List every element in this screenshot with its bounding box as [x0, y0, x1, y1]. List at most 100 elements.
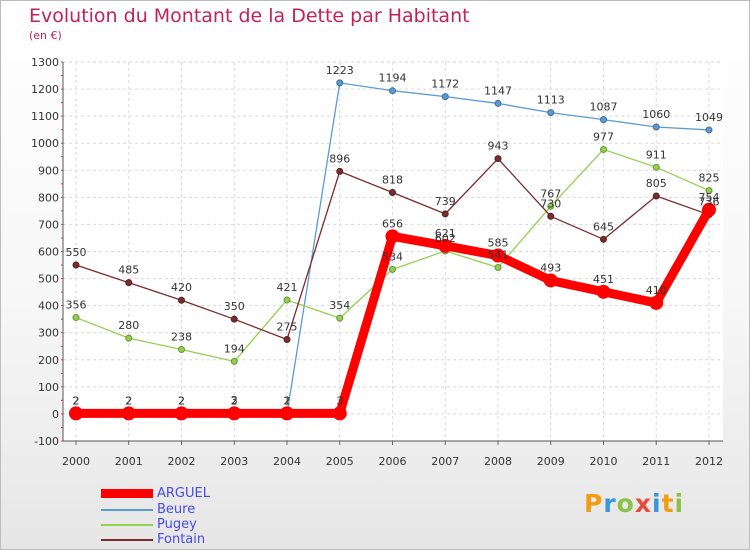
data-point-arguel — [596, 284, 611, 299]
y-tick-label: 700 — [38, 218, 59, 231]
data-label-beure: 1194 — [379, 72, 407, 85]
data-point-arguel — [121, 406, 136, 421]
data-label-arguel: 621 — [435, 227, 456, 240]
data-point-fontain — [230, 315, 238, 323]
data-label-pugey: 534 — [382, 250, 403, 263]
data-label-fontain: 730 — [540, 197, 561, 210]
data-label-beure: 1223 — [326, 64, 354, 77]
data-point-pugey — [125, 334, 133, 342]
x-tick-label: 2011 — [642, 455, 670, 468]
x-tick-label: 2010 — [590, 455, 618, 468]
y-tick-label: 300 — [38, 327, 59, 340]
data-label-pugey: 238 — [171, 330, 192, 343]
data-label-beure: 1087 — [590, 101, 618, 114]
data-label-beure: 1113 — [537, 94, 565, 107]
data-point-pugey — [389, 265, 396, 273]
data-label-arguel: 656 — [382, 217, 403, 230]
y-tick-label: 100 — [38, 381, 59, 394]
legend-label-beure: Beure — [157, 502, 196, 517]
y-tick-label: 800 — [38, 191, 59, 204]
logo-letter: o — [616, 489, 635, 518]
data-label-fontain: 818 — [382, 173, 403, 186]
y-tick-label: 200 — [38, 354, 59, 367]
data-label-pugey: 354 — [329, 299, 350, 312]
data-point-pugey — [283, 296, 291, 304]
data-label-fontain: 943 — [488, 140, 509, 153]
data-label-fontain: 645 — [593, 220, 614, 233]
data-label-pugey: 767 — [540, 187, 561, 200]
y-tick-label: 500 — [38, 273, 59, 286]
logo-letter: P — [584, 489, 604, 518]
x-tick-label: 2004 — [273, 455, 301, 468]
data-label-pugey: 356 — [66, 299, 87, 312]
data-label-pugey: 977 — [593, 130, 614, 143]
data-point-beure — [441, 93, 449, 101]
logo-letter: t — [661, 489, 675, 518]
data-point-beure — [705, 126, 713, 134]
data-point-arguel — [491, 248, 505, 263]
data-point-fontain — [72, 261, 80, 269]
data-label-beure: 3 — [231, 394, 238, 407]
data-label-pugey: 602 — [435, 232, 456, 245]
legend-label-arguel: ARGUEL — [157, 486, 210, 501]
logo-letter: i — [652, 489, 662, 518]
data-label-pugey: 911 — [646, 148, 667, 161]
data-label-fontain: 805 — [646, 177, 667, 190]
data-point-arguel — [649, 295, 664, 310]
chart-unit-label: (en €) — [29, 29, 62, 42]
logo-letter: x — [634, 489, 652, 518]
x-tick-label: 2012 — [695, 455, 723, 468]
legend-label-pugey: Pugey — [157, 517, 197, 532]
data-label-beure: 1060 — [642, 108, 670, 121]
data-label-beure: 1 — [284, 395, 291, 408]
data-label-beure: 2 — [125, 394, 132, 407]
data-point-beure — [389, 87, 396, 95]
data-point-pugey — [494, 263, 502, 271]
legend-swatch-arguel — [101, 489, 153, 498]
data-point-pugey — [72, 314, 80, 322]
data-label-arguel: 451 — [593, 273, 614, 286]
data-label-fontain: 736 — [699, 196, 720, 209]
data-point-beure — [600, 116, 607, 124]
data-point-fontain — [652, 192, 660, 200]
data-point-fontain — [283, 335, 291, 343]
data-label-arguel: 2 — [73, 394, 80, 407]
data-label-beure: 1147 — [484, 84, 512, 97]
data-label-fontain: 350 — [224, 300, 245, 313]
data-point-fontain — [494, 155, 502, 163]
legend-swatch-fontain — [101, 539, 153, 541]
data-point-pugey — [652, 163, 660, 171]
data-point-arguel — [702, 202, 716, 217]
chart-title: Evolution du Montant de la Dette par Hab… — [29, 5, 470, 27]
x-tick-label: 2002 — [168, 455, 196, 468]
data-label-beure: 1049 — [695, 111, 723, 124]
data-point-fontain — [336, 167, 344, 175]
data-point-arguel — [543, 273, 558, 288]
data-label-arguel: 754 — [699, 191, 720, 204]
data-point-fontain — [178, 296, 185, 304]
data-point-arguel — [332, 406, 347, 421]
data-point-pugey — [705, 187, 713, 195]
data-label-beure: 2 — [178, 394, 185, 407]
x-tick-label: 2007 — [431, 455, 459, 468]
data-label-arguel: 585 — [488, 237, 509, 250]
data-point-beure — [336, 79, 344, 87]
data-point-fontain — [600, 235, 607, 243]
x-tick-label: 2003 — [220, 455, 248, 468]
y-tick-label: 400 — [38, 300, 59, 313]
data-label-arguel: 2 — [125, 394, 132, 407]
data-label-pugey: 541 — [488, 248, 509, 261]
data-point-beure — [494, 99, 502, 107]
x-tick-label: 2008 — [484, 455, 512, 468]
data-point-pugey — [230, 357, 238, 365]
y-tick-label: 1200 — [31, 83, 59, 96]
data-label-beure: 1172 — [431, 78, 459, 91]
y-tick-label: 600 — [38, 246, 59, 259]
x-tick-label: 2000 — [62, 455, 90, 468]
data-point-fontain — [441, 210, 449, 218]
data-label-pugey: 280 — [118, 319, 139, 332]
data-point-beure — [547, 109, 555, 117]
data-label-fontain: 896 — [329, 152, 350, 165]
data-point-pugey — [547, 202, 555, 210]
